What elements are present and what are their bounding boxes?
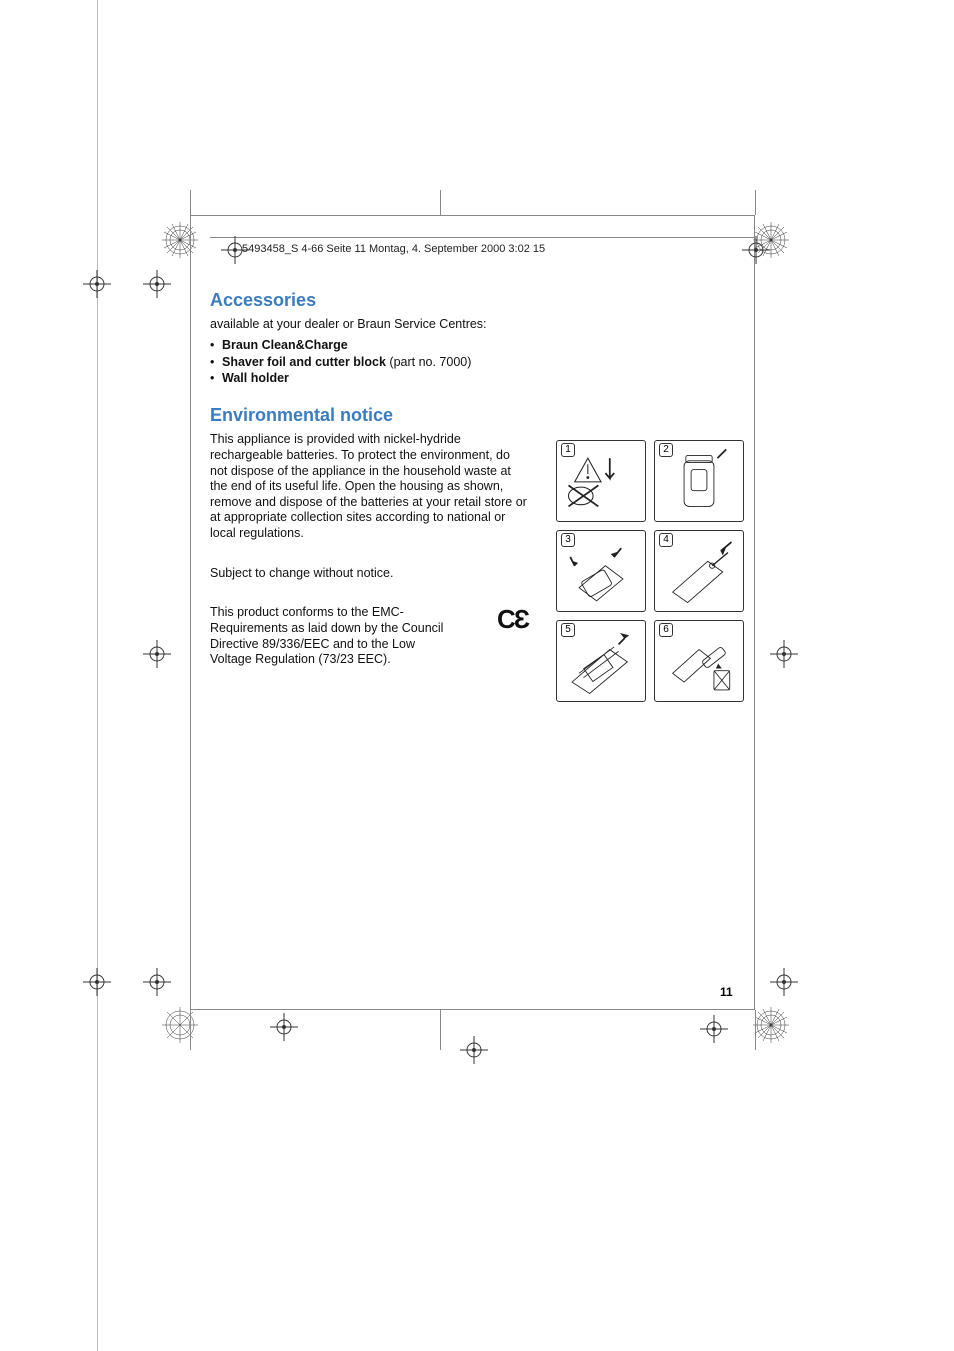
conformity-text: This product conforms to the EMC-Require… [210, 605, 460, 668]
registration-burst-icon [160, 1005, 200, 1045]
accessories-title: Accessories [210, 290, 740, 311]
crosshair-icon [270, 1013, 298, 1041]
crosshair-icon [460, 1036, 488, 1064]
diagram-cell: 4 [654, 530, 744, 612]
crosshair-icon [83, 270, 111, 298]
frame-stub [440, 190, 441, 215]
list-item: Wall holder [210, 370, 740, 387]
item-label: Wall holder [222, 371, 289, 385]
frame-stub [190, 1010, 191, 1050]
diagram-warning-icon [561, 445, 641, 517]
disposal-diagram-grid: 1 2 3 4 5 [556, 440, 751, 710]
crosshair-icon [742, 236, 770, 264]
header-rule [210, 237, 755, 238]
item-label: Shaver foil and cutter block [222, 355, 386, 369]
ce-mark-icon: CƐ [497, 604, 528, 635]
registration-burst-icon [751, 1005, 791, 1045]
accessories-intro: available at your dealer or Braun Servic… [210, 317, 740, 333]
item-suffix: (part no. 7000) [386, 355, 471, 369]
frame-stub [755, 1010, 756, 1050]
page-header-runner: 5493458_S 4-66 Seite 11 Montag, 4. Septe… [242, 243, 545, 255]
crosshair-icon [83, 968, 111, 996]
environmental-title: Environmental notice [210, 405, 740, 426]
change-notice: Subject to change without notice. [210, 566, 530, 582]
crosshair-icon [700, 1015, 728, 1043]
page-number: 11 [720, 985, 733, 999]
crosshair-icon [770, 640, 798, 668]
diagram-cell: 3 [556, 530, 646, 612]
crosshair-icon [143, 968, 171, 996]
diagram-cell: 5 [556, 620, 646, 702]
diagram-board-icon [561, 625, 641, 697]
accessories-list: Braun Clean&Charge Shaver foil and cutte… [210, 337, 740, 388]
diagram-battery-icon [659, 625, 739, 697]
crosshair-icon [770, 968, 798, 996]
list-item: Braun Clean&Charge [210, 337, 740, 354]
frame-stub [755, 190, 756, 215]
crosshair-icon [143, 640, 171, 668]
environmental-body: This appliance is provided with nickel-h… [210, 432, 530, 541]
diagram-shaver-icon [659, 445, 739, 517]
item-label: Braun Clean&Charge [222, 338, 348, 352]
frame-stub [190, 190, 191, 215]
diagram-cell: 6 [654, 620, 744, 702]
list-item: Shaver foil and cutter block (part no. 7… [210, 354, 740, 371]
diagram-cell: 1 [556, 440, 646, 522]
frame-stub [440, 1010, 441, 1050]
diagram-open-icon [561, 535, 641, 607]
diagram-cell: 2 [654, 440, 744, 522]
trim-line-left [97, 0, 98, 1351]
crosshair-icon [143, 270, 171, 298]
diagram-screw-icon [659, 535, 739, 607]
